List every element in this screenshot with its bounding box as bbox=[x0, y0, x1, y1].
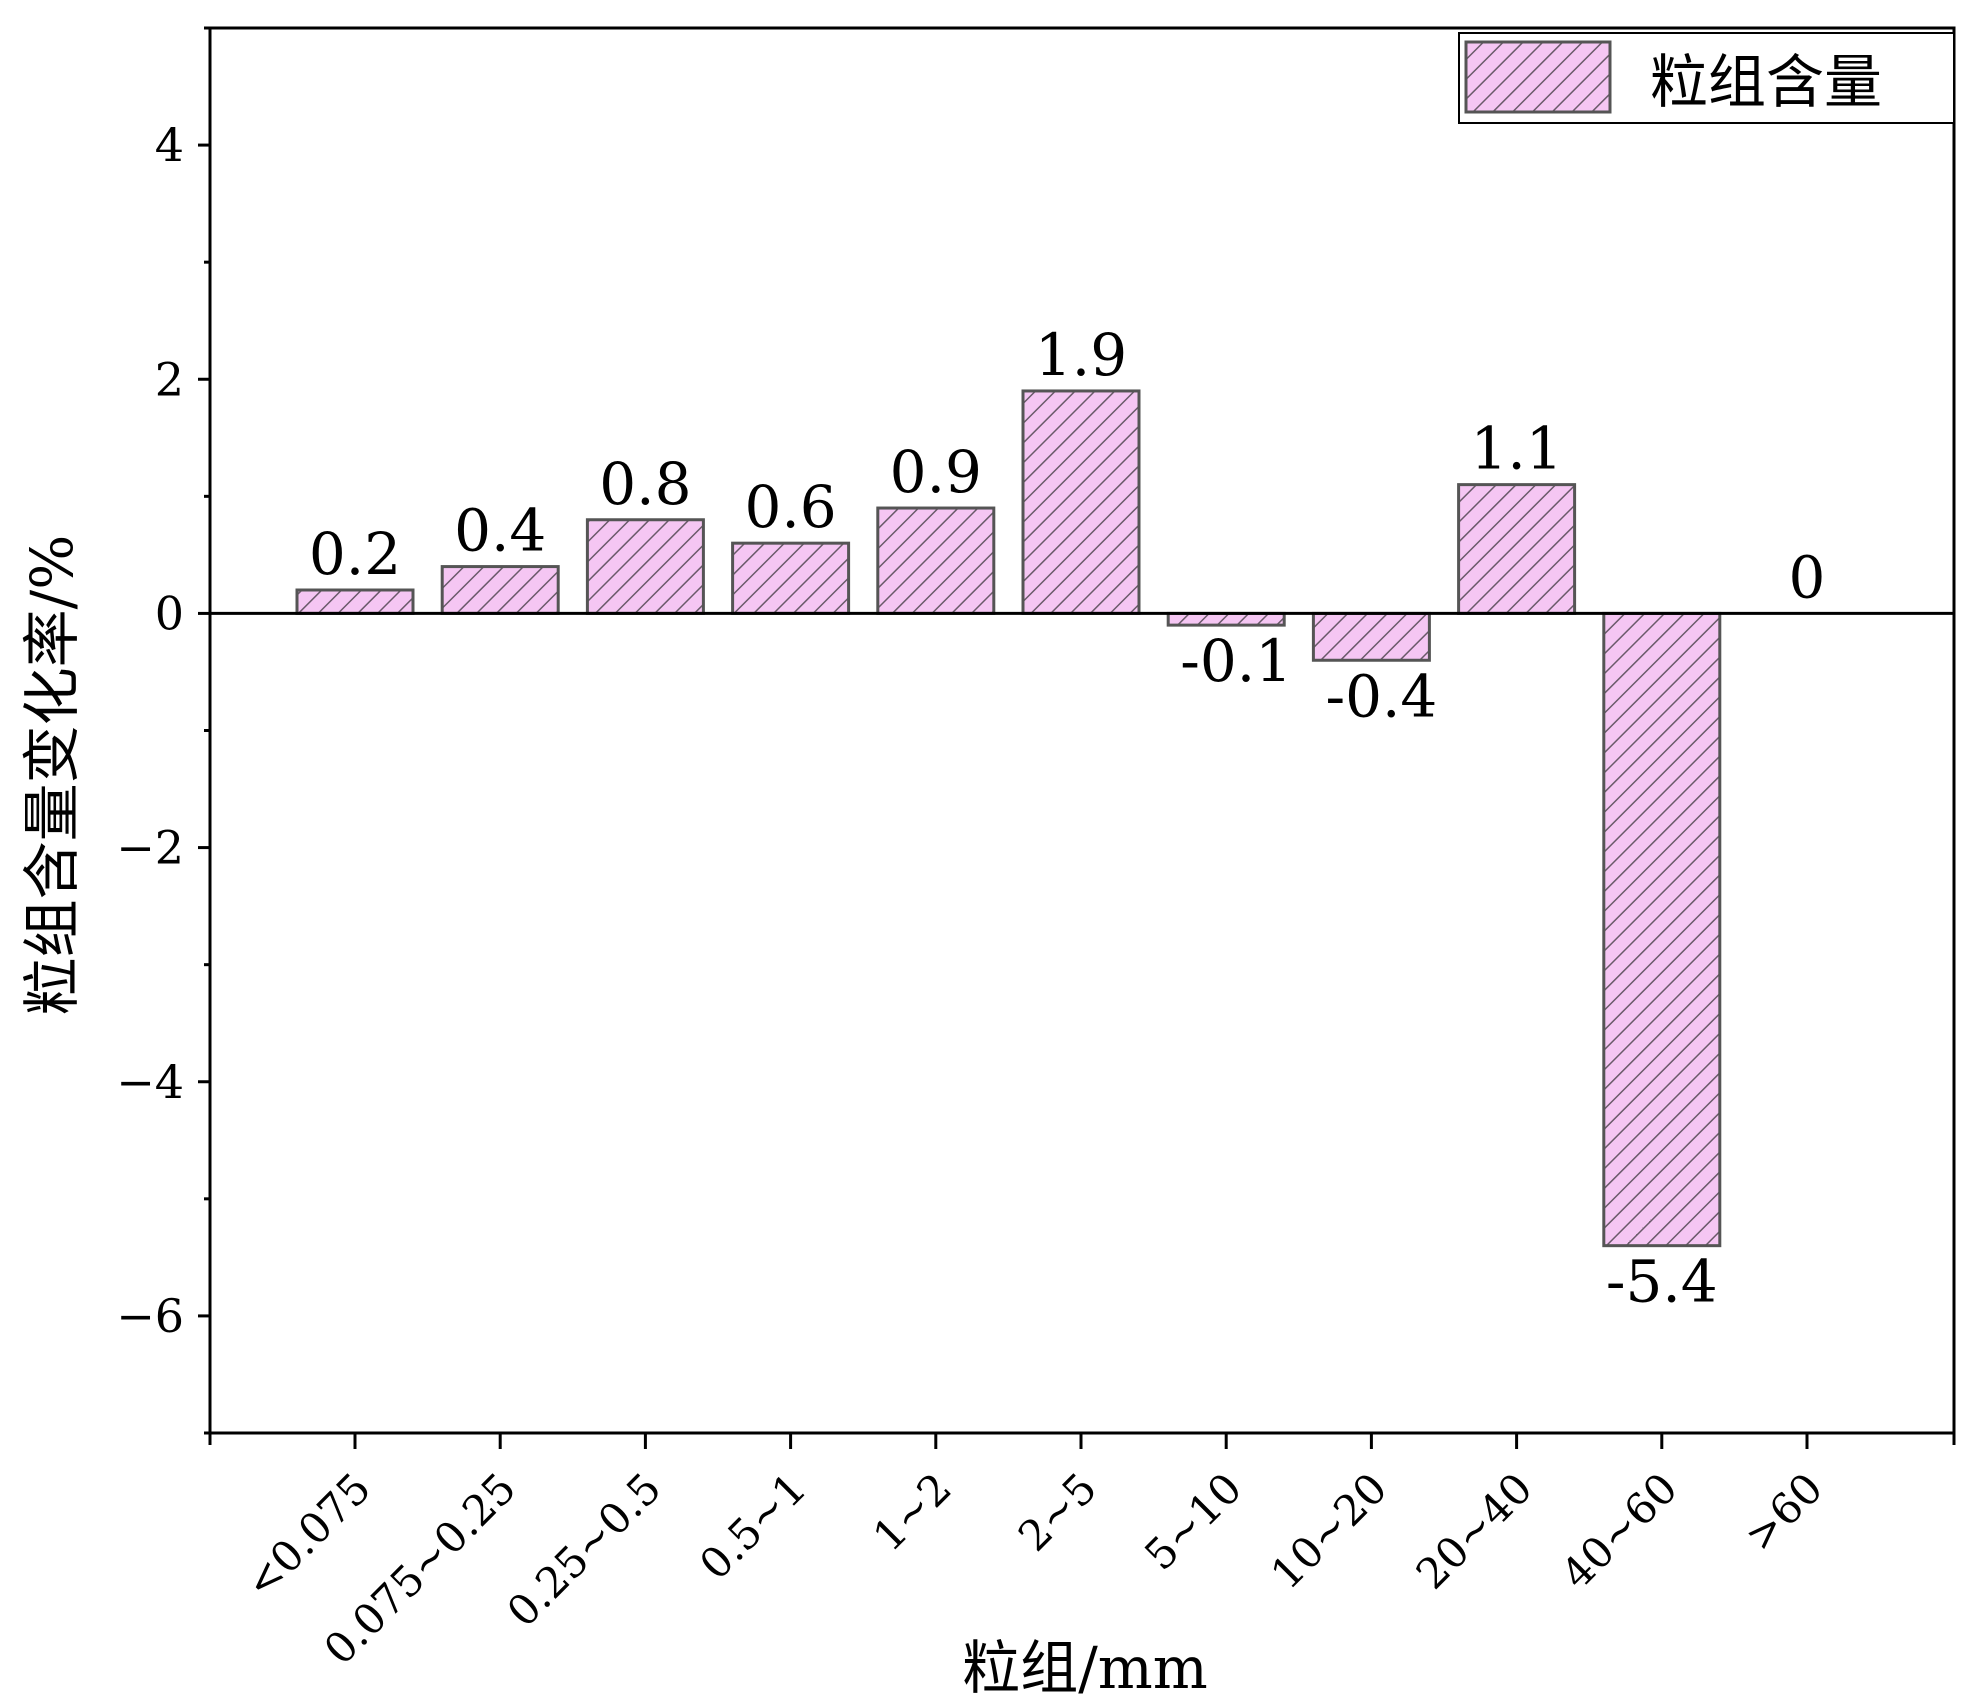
x-tick-label: 5~10 bbox=[1135, 1463, 1251, 1579]
legend: 粒组含量 bbox=[1458, 32, 1955, 124]
data-label: 1.1 bbox=[1470, 415, 1562, 483]
x-tick-label: >60 bbox=[1735, 1463, 1832, 1560]
y-tick-label: 4 bbox=[155, 118, 184, 172]
bar-5 bbox=[1021, 389, 1141, 615]
bar-2 bbox=[585, 518, 705, 615]
y-tick-label: −4 bbox=[116, 1055, 184, 1109]
bar-8 bbox=[1457, 483, 1577, 615]
y-axis: 4 2 0 −2 −4 −6 bbox=[116, 26, 210, 1435]
x-tick-label: 2~5 bbox=[1009, 1463, 1106, 1560]
y-axis-title: 粒组含量变化率/% bbox=[18, 535, 86, 1016]
bar-3 bbox=[731, 541, 851, 615]
data-label: -0.4 bbox=[1325, 662, 1437, 730]
legend-label: 粒组含量 bbox=[1650, 48, 1882, 116]
y-tick-label: 0 bbox=[155, 586, 184, 640]
y-tick-label: 2 bbox=[155, 352, 184, 406]
data-labels-group: 0.2 0.4 0.8 0.6 0.9 1.9 -0.1 -0.4 1.1 -5.4 0 bbox=[309, 321, 1826, 1316]
data-label: 0.4 bbox=[454, 497, 546, 565]
data-label: 1.9 bbox=[1035, 321, 1127, 389]
data-label: 0.6 bbox=[744, 473, 836, 541]
x-axis-title: 粒组/mm bbox=[962, 1634, 1208, 1702]
bar-4 bbox=[876, 506, 996, 615]
data-label: 0.8 bbox=[599, 450, 691, 518]
x-tick-label: 1~2 bbox=[864, 1463, 961, 1560]
bar-1 bbox=[440, 565, 560, 615]
bar-0 bbox=[295, 588, 415, 615]
data-label: -5.4 bbox=[1606, 1248, 1718, 1316]
bar-9 bbox=[1602, 611, 1722, 1248]
bar-7 bbox=[1311, 611, 1431, 662]
data-label: 0 bbox=[1789, 543, 1826, 611]
x-tick-label: 20~40 bbox=[1407, 1463, 1542, 1598]
data-label: 0.9 bbox=[890, 438, 982, 506]
legend-swatch bbox=[1464, 40, 1612, 114]
data-label: 0.2 bbox=[309, 520, 401, 588]
x-tick-label: 0.25~0.5 bbox=[498, 1463, 671, 1636]
x-tick-label: 40~60 bbox=[1552, 1463, 1687, 1598]
x-tick-label: 0.5~1 bbox=[690, 1463, 816, 1589]
bar-6 bbox=[1166, 611, 1286, 627]
y-tick-label: −6 bbox=[116, 1289, 184, 1343]
y-tick-label: −2 bbox=[116, 821, 184, 875]
x-tick-label: 10~20 bbox=[1261, 1463, 1396, 1598]
x-tick-label: <0.075 bbox=[236, 1463, 381, 1608]
data-label: -0.1 bbox=[1180, 627, 1292, 695]
